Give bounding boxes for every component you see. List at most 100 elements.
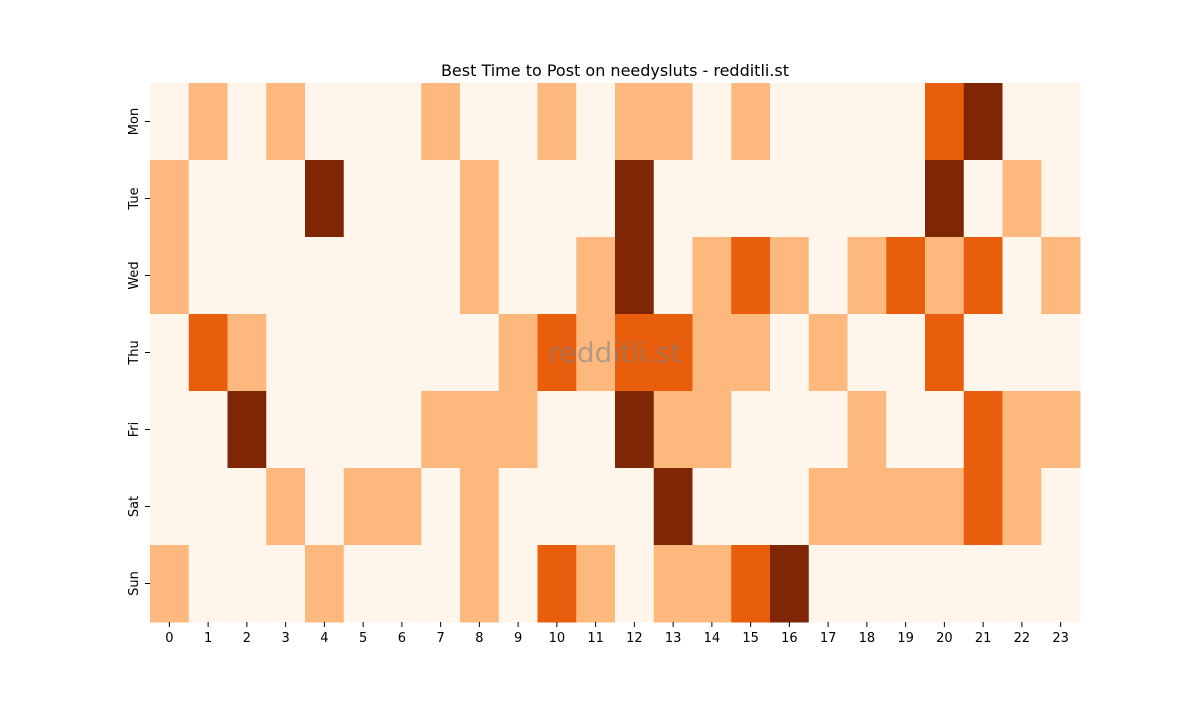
heatmap-cell-sun-23: [1041, 545, 1081, 623]
heatmap-cell-thu-4: [305, 314, 345, 392]
heatmap-cell-mon-17: [808, 83, 848, 161]
heatmap-cell-mon-9: [498, 83, 538, 161]
heatmap-cell-sun-21: [963, 545, 1003, 623]
x-tick-label: 13: [665, 631, 682, 646]
watermark: redditli.st: [549, 336, 681, 369]
heatmap-cell-fri-15: [731, 391, 771, 469]
heatmap-cell-sat-22: [1002, 468, 1042, 546]
x-tick-label: 6: [398, 631, 406, 646]
heatmap-cell-tue-5: [343, 160, 383, 238]
heatmap-cell-wed-11: [576, 237, 616, 315]
heatmap-cell-sun-16: [770, 545, 810, 623]
heatmap-cell-sat-17: [808, 468, 848, 546]
heatmap-cell-sun-20: [925, 545, 965, 623]
heatmap-cell-mon-4: [305, 83, 345, 161]
heatmap-cell-wed-10: [537, 237, 577, 315]
heatmap-cell-mon-8: [460, 83, 500, 161]
heatmap-cell-thu-8: [460, 314, 500, 392]
y-tick-label: Sat: [127, 496, 142, 517]
heatmap-cell-sun-18: [847, 545, 887, 623]
x-tick-label: 14: [704, 631, 721, 646]
heatmap-cell-tue-9: [498, 160, 538, 238]
x-tick-label: 18: [859, 631, 876, 646]
heatmap-cell-sat-7: [421, 468, 461, 546]
heatmap-cell-thu-20: [925, 314, 965, 392]
x-tick-label: 23: [1052, 631, 1069, 646]
heatmap-cell-thu-14: [692, 314, 732, 392]
heatmap-cell-tue-0: [150, 160, 190, 238]
heatmap-cell-sun-0: [150, 545, 190, 623]
heatmap-cell-sun-22: [1002, 545, 1042, 623]
heatmap-cell-thu-22: [1002, 314, 1042, 392]
heatmap-cell-wed-4: [305, 237, 345, 315]
heatmap-cell-sat-16: [770, 468, 810, 546]
heatmap-cell-mon-12: [615, 83, 655, 161]
heatmap-cell-sat-12: [615, 468, 655, 546]
heatmap-cell-thu-23: [1041, 314, 1081, 392]
x-tick-label: 22: [1014, 631, 1031, 646]
heatmap-cell-wed-9: [498, 237, 538, 315]
heatmap-cell-sat-6: [382, 468, 422, 546]
heatmap-cell-fri-3: [266, 391, 306, 469]
x-tick-label: 10: [549, 631, 566, 646]
heatmap-cell-wed-14: [692, 237, 732, 315]
heatmap-cell-sat-21: [963, 468, 1003, 546]
heatmap-cell-wed-2: [227, 237, 267, 315]
heatmap-cell-tue-17: [808, 160, 848, 238]
heatmap-cell-tue-8: [460, 160, 500, 238]
heatmap-cell-fri-12: [615, 391, 655, 469]
heatmap-cell-wed-21: [963, 237, 1003, 315]
heatmap-cell-tue-2: [227, 160, 267, 238]
heatmap-cell-sun-5: [343, 545, 383, 623]
heatmap-cell-sun-14: [692, 545, 732, 623]
x-tick-label: 16: [781, 631, 798, 646]
heatmap-cell-sun-7: [421, 545, 461, 623]
heatmap-cell-tue-10: [537, 160, 577, 238]
heatmap-cell-sun-3: [266, 545, 306, 623]
heatmap-cell-wed-7: [421, 237, 461, 315]
heatmap-cell-fri-14: [692, 391, 732, 469]
heatmap-cell-thu-10: [537, 314, 577, 392]
heatmap-cell-mon-6: [382, 83, 422, 161]
heatmap-cell-wed-18: [847, 237, 887, 315]
x-tick-label: 9: [514, 631, 522, 646]
heatmap-cell-fri-13: [653, 391, 693, 469]
heatmap-cell-thu-15: [731, 314, 771, 392]
heatmap-cell-fri-4: [305, 391, 345, 469]
heatmap-cell-wed-19: [886, 237, 926, 315]
heatmap-cell-thu-11: [576, 314, 616, 392]
heatmap-cell-mon-19: [886, 83, 926, 161]
heatmap-cell-thu-5: [343, 314, 383, 392]
x-tick-label: 15: [742, 631, 759, 646]
heatmap-cell-tue-18: [847, 160, 887, 238]
heatmap-cell-fri-6: [382, 391, 422, 469]
x-tick-label: 5: [359, 631, 367, 646]
heatmap-cell-sat-15: [731, 468, 771, 546]
heatmap-cell-sat-14: [692, 468, 732, 546]
heatmap-cell-sun-8: [460, 545, 500, 623]
heatmap-cell-fri-21: [963, 391, 1003, 469]
heatmap-cell-wed-6: [382, 237, 422, 315]
heatmap-cell-thu-6: [382, 314, 422, 392]
heatmap-cell-tue-4: [305, 160, 345, 238]
heatmap-cell-mon-11: [576, 83, 616, 161]
heatmap-cell-fri-16: [770, 391, 810, 469]
heatmap-cell-sat-1: [188, 468, 228, 546]
heatmap-cell-thu-16: [770, 314, 810, 392]
heatmap-cell-mon-1: [188, 83, 228, 161]
heatmap-cell-mon-22: [1002, 83, 1042, 161]
heatmap-cell-tue-20: [925, 160, 965, 238]
heatmap-cell-fri-19: [886, 391, 926, 469]
heatmap-cell-mon-13: [653, 83, 693, 161]
heatmap-cell-sat-10: [537, 468, 577, 546]
y-tick-label: Wed: [127, 261, 142, 289]
heatmap-cell-wed-20: [925, 237, 965, 315]
heatmap-cell-tue-22: [1002, 160, 1042, 238]
heatmap-cell-tue-14: [692, 160, 732, 238]
x-tick-label: 12: [626, 631, 643, 646]
heatmap-cell-wed-0: [150, 237, 190, 315]
x-tick-label: 1: [204, 631, 212, 646]
heatmap-cell-sun-2: [227, 545, 267, 623]
